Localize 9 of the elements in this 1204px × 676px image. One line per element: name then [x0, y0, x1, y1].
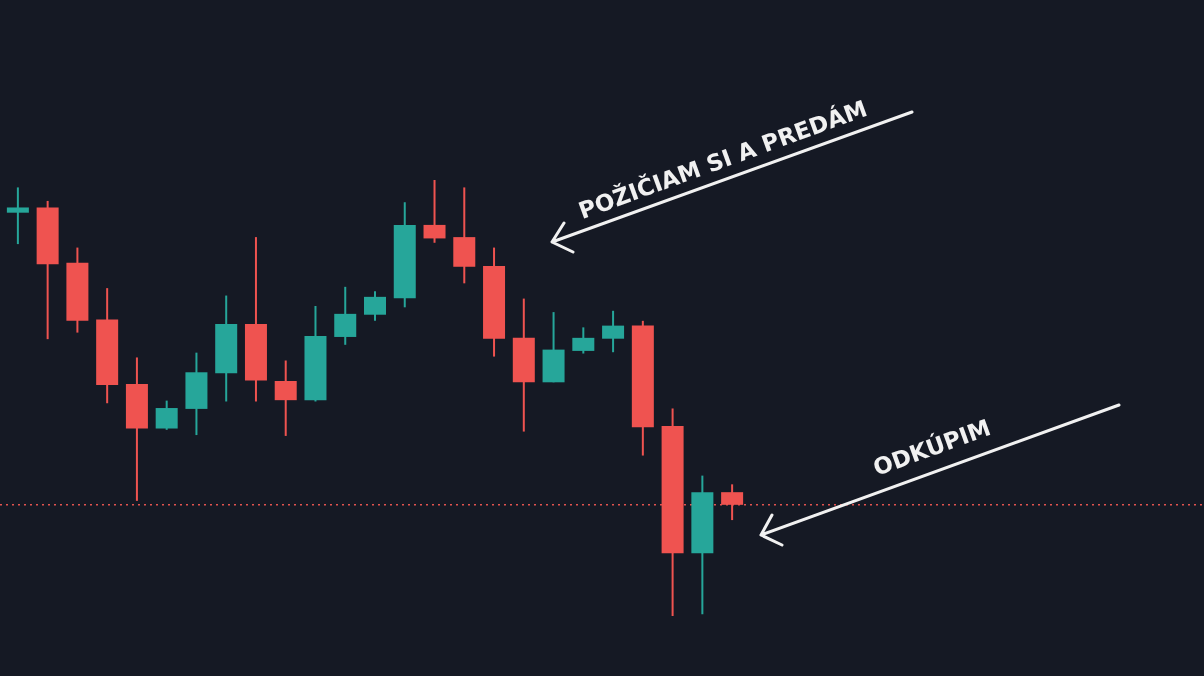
candlestick	[602, 309, 625, 354]
candlestick	[721, 483, 744, 522]
candlestick	[274, 359, 297, 437]
candlestick	[155, 399, 178, 431]
candlestick	[6, 186, 29, 246]
candlestick	[334, 285, 357, 346]
candlestick	[364, 290, 386, 322]
candlestick	[572, 326, 595, 355]
candlestick	[423, 179, 446, 244]
